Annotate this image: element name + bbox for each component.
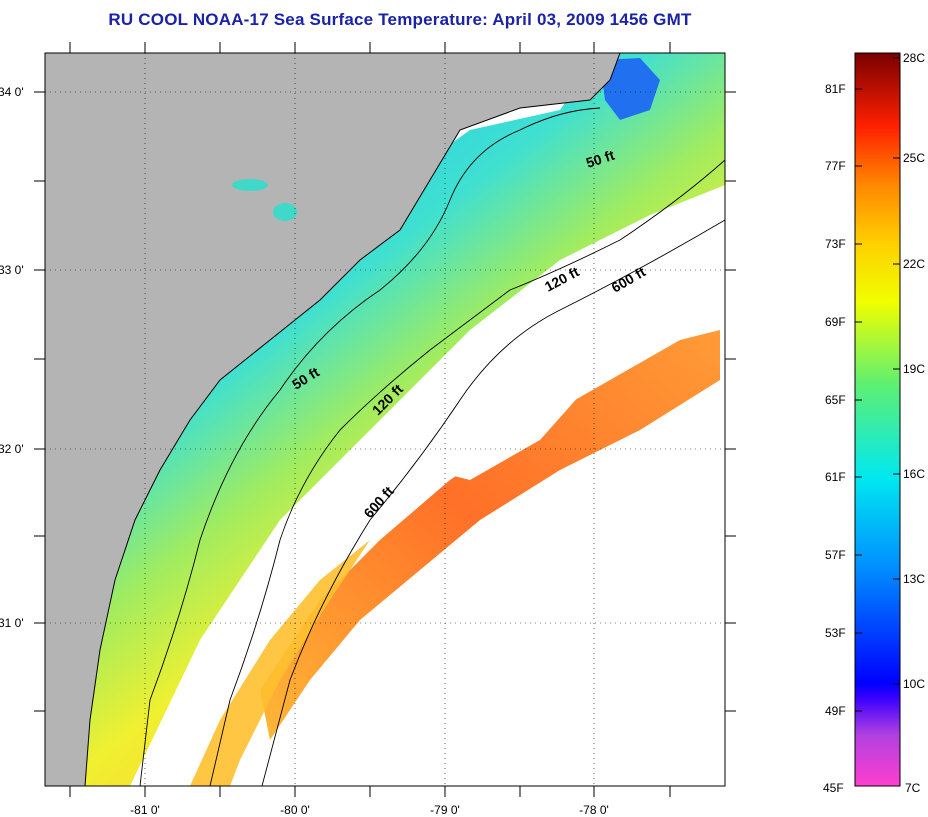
lat-label-33: 33 0' [0,263,24,277]
map-ticks [34,42,736,797]
lat-label-34: 34 0' [0,85,24,99]
map-area: 50 ft 120 ft 600 ft 50 ft 120 ft 600 ft [45,53,725,786]
colorbar-f-label-57: 57F [825,548,846,562]
colorbar-c-label-16: 16C [903,467,925,481]
colorbar-f-label-49: 49F [825,704,846,718]
land-mass [45,53,620,786]
colorbar-c-label-28: 28C [903,51,925,65]
lat-label-31: 31 0' [0,616,24,630]
colorbar-f-label-73: 73F [825,237,846,251]
colorbar-c-label-10: 10C [903,677,925,691]
lat-label-32: 32 0' [0,442,24,456]
colorbar [854,52,901,787]
map-title: RU COOL NOAA-17 Sea Surface Temperature:… [108,10,692,29]
map-frame [44,52,726,787]
lon-label-81: -81 0' [130,803,160,817]
colorbar-c-label-13: 13C [903,572,925,586]
lon-label-79: -79 0' [430,803,460,817]
colorbar-f-label-81: 81F [825,82,846,96]
colorbar-f-label-53: 53F [825,626,846,640]
colorbar-c-label-19: 19C [903,362,925,376]
colorbar-f-label-77: 77F [825,159,846,173]
colorbar-c-label-22: 22C [903,257,925,271]
colorbar-f-label-45: 45F [823,781,844,795]
sst-field [70,53,725,786]
lon-label-80: -80 0' [280,803,310,817]
colorbar-c-label-25: 25C [903,151,925,165]
colorbar-c-label-7: 7C [905,781,921,795]
colorbar-f-label-65: 65F [825,393,846,407]
lon-label-78: -78 0' [579,803,609,817]
colorbar-f-label-69: 69F [825,315,846,329]
colorbar-f-label-61: 61F [825,470,846,484]
